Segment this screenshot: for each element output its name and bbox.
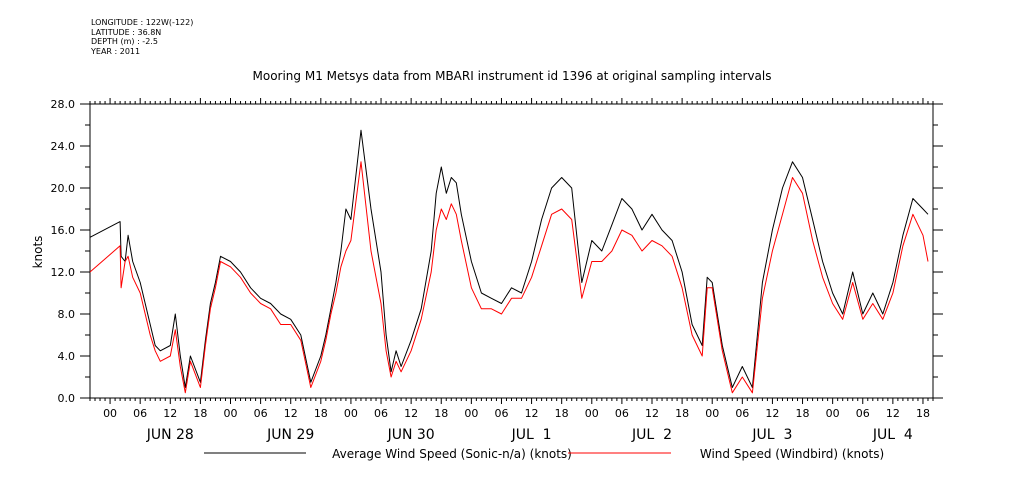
x-tick-label: 12 [404, 407, 418, 420]
x-tick-label: 00 [103, 407, 117, 420]
x-tick-label: 06 [374, 407, 388, 420]
y-tick-label: 20.0 [51, 182, 76, 195]
year-text: YEAR : 2011 [91, 46, 141, 56]
x-tick-label: 06 [494, 407, 508, 420]
x-tick-label: 18 [796, 407, 810, 420]
depth-text: DEPTH (m) : -2.5 [91, 37, 158, 46]
day-label: JUL 3 [751, 427, 792, 443]
day-labels: JUN 28 JUN 29 JUN 30 JUL 1 JUL 2 JUL 3 JUL 4 [146, 427, 913, 443]
y-tick-label: 0.0 [58, 392, 76, 405]
y-tick-label: 24.0 [51, 140, 76, 153]
y-tick-label: 8.0 [58, 308, 76, 321]
x-tick-label: 06 [254, 407, 268, 420]
legend-label-0: Average Wind Speed (Sonic-n/a) (knots) [332, 447, 572, 461]
legend-label-1: Wind Speed (Windbird) (knots) [700, 447, 884, 461]
x-tick-labels: 00 06 12 18 00 06 12 18 00 06 12 18 00 06 12 18 00 06 12 18… [103, 407, 930, 420]
x-tick-label: 12 [645, 407, 659, 420]
x-tick-label: 12 [765, 407, 779, 420]
station-metadata: LONGITUDE : 122W(-122) LATITUDE : 36.8N … [91, 18, 193, 56]
series-line-0 [89, 129, 929, 388]
day-label: JUL 4 [872, 427, 913, 443]
y-tick-label: 12.0 [51, 266, 76, 279]
y-tick-label: 28.0 [51, 98, 76, 111]
x-tick-label: 18 [555, 407, 569, 420]
chart-title: Mooring M1 Metsys data from MBARI instru… [253, 69, 772, 83]
y-axis-label: knots [31, 236, 45, 269]
x-tick-label: 06 [615, 407, 629, 420]
latitude-text: LATITUDE : 36.8N [91, 27, 162, 37]
x-tick-label: 18 [314, 407, 328, 420]
axis-ticks [80, 98, 943, 404]
legend: Average Wind Speed (Sonic-n/a) (knots) Wi… [204, 447, 884, 461]
x-tick-label: 00 [705, 407, 719, 420]
x-tick-label: 00 [585, 407, 599, 420]
day-label: JUL 1 [511, 427, 552, 443]
x-tick-label: 18 [675, 407, 689, 420]
x-tick-label: 12 [163, 407, 177, 420]
x-tick-label: 00 [464, 407, 478, 420]
x-tick-label: 12 [284, 407, 298, 420]
day-label: JUL 2 [631, 427, 672, 443]
x-tick-label: 06 [735, 407, 749, 420]
day-label: JUN 30 [387, 427, 435, 443]
series-line-1 [89, 161, 929, 394]
x-tick-label: 18 [916, 407, 930, 420]
day-label: JUN 29 [266, 427, 314, 443]
x-tick-label: 00 [344, 407, 358, 420]
y-tick-label: 4.0 [58, 350, 76, 363]
y-tick-label: 16.0 [51, 224, 76, 237]
longitude-text: LONGITUDE : 122W(-122) [91, 18, 194, 27]
x-tick-label: 00 [224, 407, 238, 420]
x-tick-label: 06 [856, 407, 870, 420]
x-tick-label: 00 [826, 407, 840, 420]
x-tick-label: 18 [434, 407, 448, 420]
x-tick-label: 12 [525, 407, 539, 420]
x-tick-label: 06 [133, 407, 147, 420]
x-tick-label: 18 [193, 407, 207, 420]
day-label: JUN 28 [146, 427, 194, 443]
series-lines [89, 129, 929, 394]
plot-frame [89, 103, 934, 399]
y-tick-labels: 0.0 4.0 8.0 12.0 16.0 20.0 24.0 28.0 [51, 98, 76, 405]
x-tick-label: 12 [886, 407, 900, 420]
